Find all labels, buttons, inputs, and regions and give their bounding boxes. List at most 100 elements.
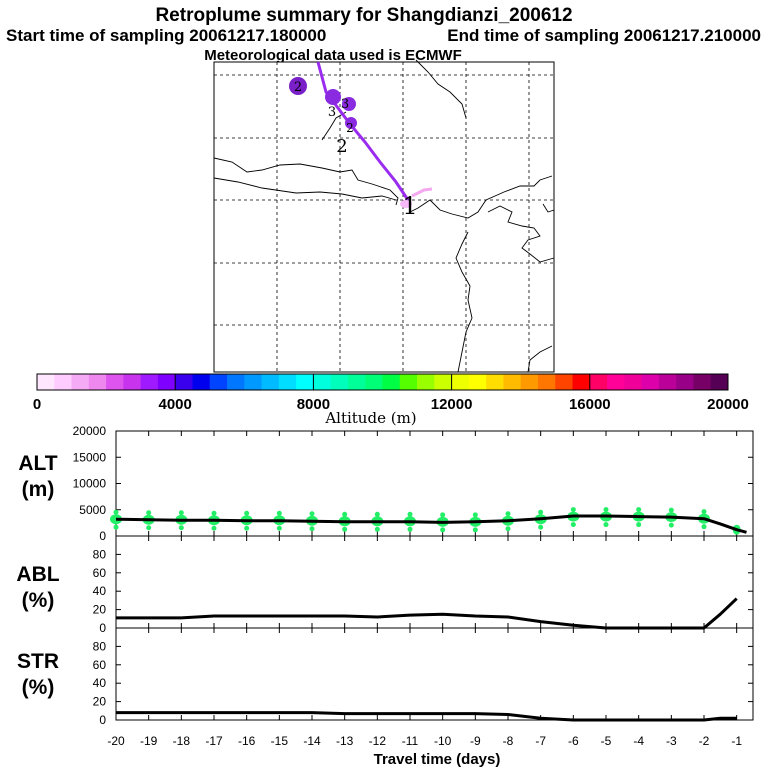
colorbar-cell bbox=[123, 374, 142, 390]
alt-scatter-point bbox=[309, 511, 315, 517]
x-tick-label: -7 bbox=[535, 734, 546, 748]
alt-scatter-point bbox=[505, 526, 511, 532]
figure-title: Retroplume summary for Shangdianzi_20061… bbox=[155, 5, 572, 26]
colorbar-cell bbox=[589, 374, 608, 390]
colorbar-cell bbox=[71, 374, 90, 390]
abl-series-line bbox=[116, 597, 738, 630]
x-tick-label: -6 bbox=[568, 734, 579, 748]
str-series-line bbox=[116, 711, 737, 722]
colorbar-cell bbox=[451, 374, 470, 390]
str-ytick-label: 60 bbox=[93, 658, 107, 672]
colorbar-cell bbox=[520, 374, 539, 390]
alt-scatter-point bbox=[636, 522, 642, 528]
alt-scatter-point bbox=[178, 510, 184, 516]
alt-ytick-label: 5000 bbox=[79, 503, 106, 517]
colorbar-cell bbox=[140, 374, 159, 390]
alt-ytick-label: 0 bbox=[99, 529, 106, 543]
abl-ytick-label: 0 bbox=[99, 621, 106, 635]
alt-scatter-point bbox=[505, 511, 511, 517]
alt-scatter-point bbox=[374, 511, 380, 517]
trajectory-map: 2 3 1 2 3 2 bbox=[213, 59, 555, 373]
x-tick-label: -17 bbox=[205, 734, 223, 748]
alt-scatter-point bbox=[407, 526, 413, 532]
x-tick-label: -1 bbox=[731, 734, 742, 748]
str-ytick-label: 20 bbox=[93, 695, 107, 709]
colorbar-cell bbox=[486, 374, 504, 390]
alt-scatter-point bbox=[178, 525, 184, 531]
altitude-colorbar: 0 4000 8000 12000 16000 20000 Altitude (m) bbox=[33, 373, 749, 427]
alt-scatter-point bbox=[342, 511, 348, 517]
colorbar-cell bbox=[537, 374, 556, 390]
alt-scatter-point bbox=[309, 526, 315, 532]
colorbar-cell bbox=[399, 374, 418, 390]
bubble-label: 2 bbox=[294, 80, 302, 95]
colorbar-cell bbox=[365, 374, 383, 390]
colorbar-tick-label: 20000 bbox=[707, 396, 749, 413]
colorbar-cell bbox=[313, 374, 332, 390]
colorbar-cell bbox=[88, 374, 107, 390]
alt-label: ALT bbox=[18, 452, 57, 475]
colorbar-cell bbox=[658, 374, 677, 390]
alt-scatter-point bbox=[276, 510, 282, 516]
abl-unit: (%) bbox=[22, 589, 55, 612]
alt-scatter-point bbox=[603, 522, 609, 528]
met-data-note: Meteorological data used is ECMWF bbox=[204, 47, 462, 64]
plume-bubble bbox=[342, 97, 356, 111]
alt-scatter-point bbox=[374, 526, 380, 532]
x-tick-label: -2 bbox=[699, 734, 710, 748]
colorbar-cell bbox=[157, 374, 176, 390]
alt-scatter-point bbox=[440, 527, 446, 533]
alt-scatter-point bbox=[244, 525, 250, 531]
str-ytick-label: 80 bbox=[93, 639, 107, 653]
abl-ytick-label: 20 bbox=[93, 603, 107, 617]
alt-scatter-point bbox=[668, 522, 674, 528]
colorbar-cell bbox=[710, 374, 729, 390]
trajectory-tail bbox=[411, 187, 433, 198]
colorbar-label: Altitude (m) bbox=[324, 409, 416, 427]
colorbar-cell bbox=[244, 374, 263, 390]
str-panel: 0 20 40 60 80 STR (%) -20 -19 -18 -17 -16 -15 -14 -13 -… bbox=[17, 627, 754, 748]
alt-scatter-point bbox=[407, 511, 413, 517]
colorbar-tick-label: 8000 bbox=[297, 396, 330, 413]
x-tick-label: -8 bbox=[503, 734, 514, 748]
colorbar-cell bbox=[624, 374, 643, 390]
x-tick-label: -19 bbox=[140, 734, 158, 748]
alt-scatter-point bbox=[701, 524, 707, 530]
colorbar-tick-label: 0 bbox=[33, 396, 41, 413]
colorbar-cell bbox=[693, 374, 712, 390]
colorbar-cell bbox=[434, 374, 453, 390]
abl-panel: 0 20 40 60 80 ABL (%) bbox=[16, 535, 754, 635]
alt-scatter-point bbox=[244, 510, 250, 516]
str-label: STR bbox=[17, 650, 59, 673]
map-coastlines bbox=[213, 59, 555, 373]
x-tick-label: -10 bbox=[434, 734, 452, 748]
alt-scatter-point bbox=[211, 525, 217, 531]
alt-scatter-point bbox=[440, 512, 446, 518]
x-tick-label: -20 bbox=[107, 734, 125, 748]
bubble-label: 3 bbox=[341, 97, 349, 112]
colorbar-cell bbox=[209, 374, 228, 390]
colorbar-cell bbox=[417, 374, 435, 390]
abl-ytick-label: 40 bbox=[93, 584, 107, 598]
str-ytick-label: 40 bbox=[93, 676, 107, 690]
alt-scatter-point bbox=[211, 510, 217, 516]
x-tick-label: -5 bbox=[601, 734, 612, 748]
colorbar-cell bbox=[607, 374, 625, 390]
plume-bubble bbox=[345, 117, 357, 129]
colorbar-cell bbox=[676, 374, 694, 390]
alt-scatter-point bbox=[570, 507, 576, 513]
x-tick-label: -4 bbox=[633, 734, 644, 748]
alt-scatter-point bbox=[538, 524, 544, 530]
alt-scatter-point bbox=[472, 527, 478, 533]
map-frame bbox=[213, 61, 555, 373]
map-gridlines bbox=[214, 62, 554, 372]
alt-scatter-point bbox=[570, 522, 576, 528]
x-tick-label: -12 bbox=[369, 734, 387, 748]
x-tick-label: -11 bbox=[402, 734, 419, 748]
abl-ytick-label: 60 bbox=[93, 566, 107, 580]
plume-bubbles: 2 3 bbox=[289, 77, 357, 129]
x-tick-label: -15 bbox=[271, 734, 289, 748]
alt-unit: (m) bbox=[22, 478, 55, 501]
alt-scatter-point bbox=[276, 525, 282, 531]
